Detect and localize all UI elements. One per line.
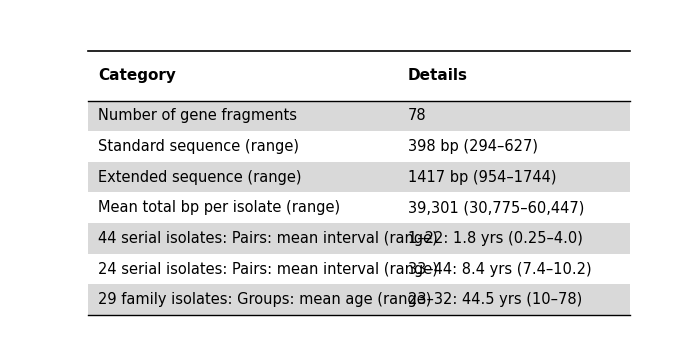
Bar [88, 131, 630, 162]
Bar [88, 51, 630, 101]
Text: 1–22: 1.8 yrs (0.25–4.0): 1–22: 1.8 yrs (0.25–4.0) [407, 231, 582, 246]
Bar [88, 101, 630, 131]
Text: 44 serial isolates: Pairs: mean interval (range): 44 serial isolates: Pairs: mean interval… [98, 231, 438, 246]
Text: 24 serial isolates: Pairs: mean interval (range): 24 serial isolates: Pairs: mean interval… [98, 262, 438, 277]
Text: 23–32: 44.5 yrs (10–78): 23–32: 44.5 yrs (10–78) [407, 292, 582, 307]
Bar [88, 284, 630, 315]
Bar [88, 223, 630, 254]
Text: Category: Category [98, 68, 176, 83]
Text: Standard sequence (range): Standard sequence (range) [98, 139, 300, 154]
Text: Number of gene fragments: Number of gene fragments [98, 109, 298, 124]
Text: 33–44: 8.4 yrs (7.4–10.2): 33–44: 8.4 yrs (7.4–10.2) [407, 262, 592, 277]
Text: 39,301 (30,775–60,447): 39,301 (30,775–60,447) [407, 200, 584, 215]
Text: Mean total bp per isolate (range): Mean total bp per isolate (range) [98, 200, 340, 215]
Text: 29 family isolates: Groups: mean age (range): 29 family isolates: Groups: mean age (ra… [98, 292, 432, 307]
Text: 1417 bp (954–1744): 1417 bp (954–1744) [407, 170, 556, 185]
Text: Details: Details [407, 68, 468, 83]
Text: Extended sequence (range): Extended sequence (range) [98, 170, 302, 185]
Bar [88, 162, 630, 192]
Bar [88, 254, 630, 284]
Bar [88, 192, 630, 223]
Text: 398 bp (294–627): 398 bp (294–627) [407, 139, 538, 154]
Text: 78: 78 [407, 109, 426, 124]
